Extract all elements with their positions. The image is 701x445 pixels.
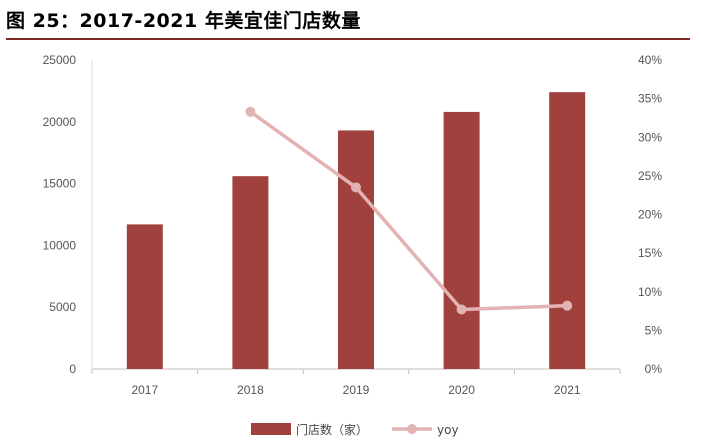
y2-tick-label: 40%: [638, 53, 662, 67]
x-tick-label: 2020: [448, 383, 475, 397]
y-tick-label: 15000: [43, 177, 77, 191]
yoy-point-2018: [245, 106, 256, 117]
y-tick-label: 20000: [43, 115, 77, 129]
bar-2018: [232, 176, 269, 369]
x-tick-label: 2017: [131, 383, 158, 397]
y2-tick-label: 35%: [638, 92, 662, 106]
figure-title: 图 25：2017-2021 年美宜佳门店数量: [6, 10, 361, 32]
x-tick-label: 2021: [554, 383, 581, 397]
x-tick-label: 2019: [343, 383, 370, 397]
y-tick-label: 25000: [43, 53, 77, 67]
yoy-point-2020: [456, 304, 467, 315]
yoy-line: [249, 110, 568, 312]
y2-tick-label: 5%: [645, 323, 663, 337]
legend-label-stores: 门店数（家）: [296, 422, 368, 437]
y2-tick-label: 10%: [638, 285, 662, 299]
bar-2019: [338, 130, 374, 369]
bar-2021: [549, 92, 586, 370]
y2-tick-label: 0%: [645, 362, 663, 376]
yoy-point-2021: [562, 300, 573, 311]
y-tick-label: 0: [69, 362, 76, 376]
bar-2017: [126, 224, 163, 369]
legend-label-yoy: yoy: [437, 423, 459, 437]
y-tick-label: 5000: [49, 300, 76, 314]
bar-2020: [443, 111, 480, 370]
y-tick-label: 10000: [43, 238, 77, 252]
x-tick-label: 2018: [237, 383, 264, 397]
yoy-point-2019: [351, 182, 361, 193]
y2-tick-label: 15%: [638, 246, 662, 260]
y2-tick-label: 20%: [638, 208, 662, 222]
legend-marker-yoy: [407, 424, 417, 434]
y2-tick-label: 30%: [638, 130, 662, 144]
legend-swatch-stores: [251, 423, 291, 435]
y2-tick-label: 25%: [638, 169, 662, 183]
title-divider: [6, 38, 690, 40]
